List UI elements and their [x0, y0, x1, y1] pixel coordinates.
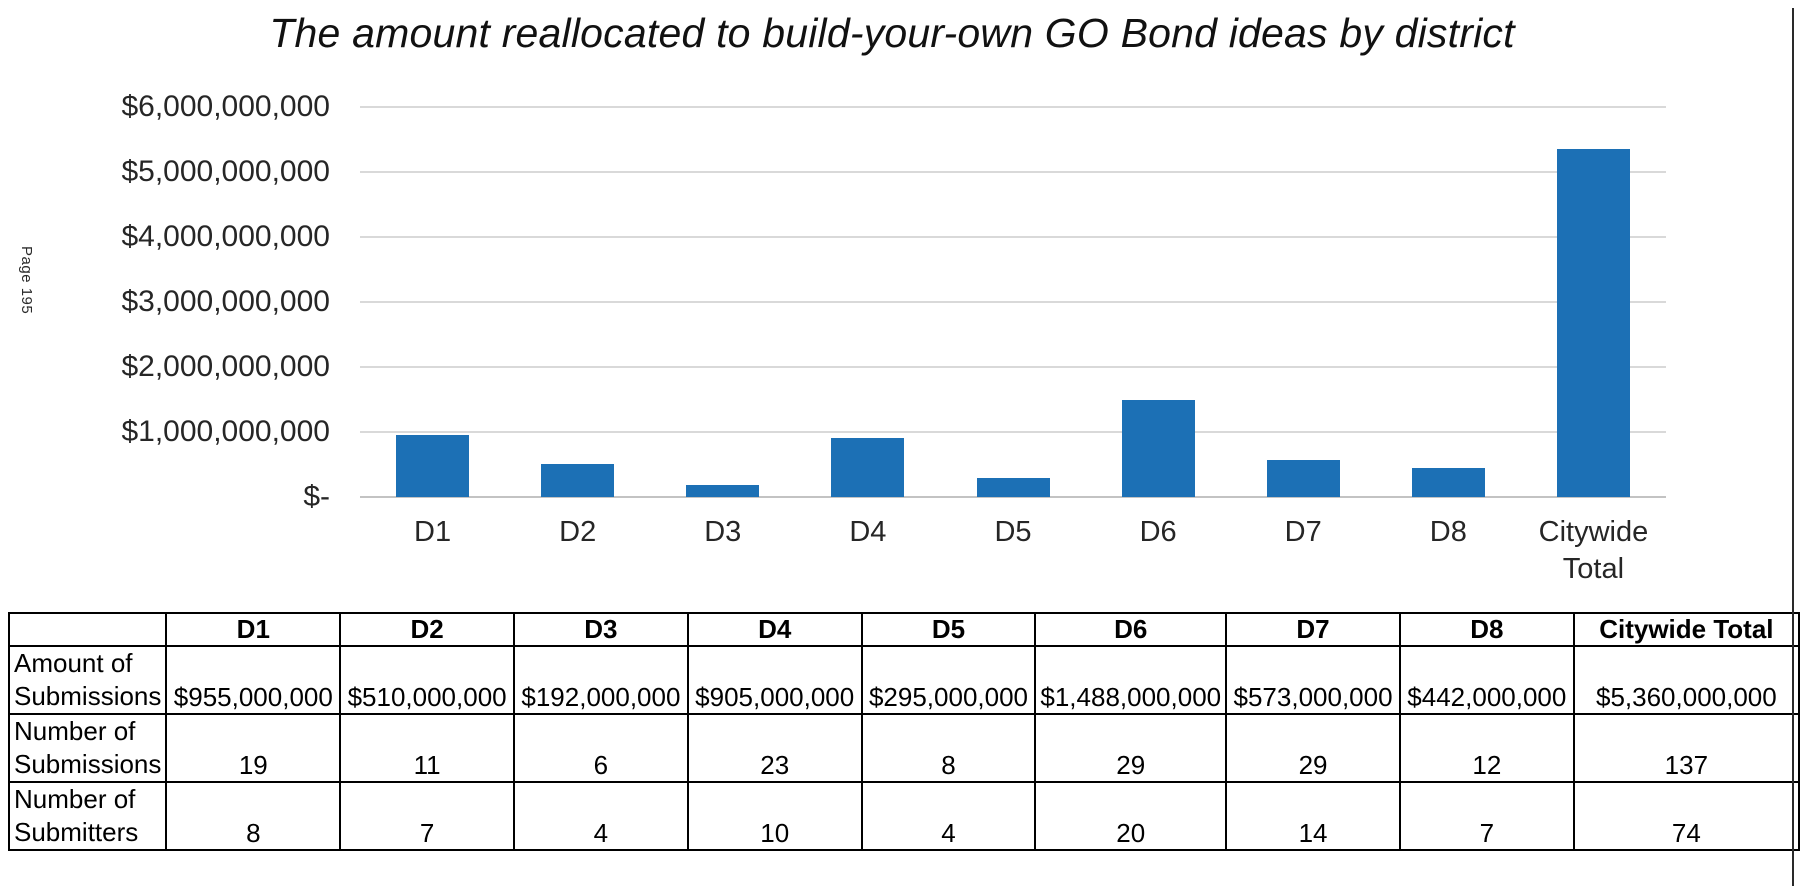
table-cell: $955,000,000 — [165, 645, 342, 715]
table-cell: 20 — [1034, 781, 1228, 851]
table-cell: 7 — [339, 781, 515, 851]
table-row-label: Amount of Submissions — [7, 645, 168, 715]
table-row: Number of Submitters 8 7 4 10 4 20 14 7 74 — [7, 781, 1800, 851]
table-corner-cell — [7, 612, 168, 647]
bar-d4 — [831, 438, 905, 497]
table-column-header: D8 — [1398, 612, 1575, 647]
page-edge-line — [1792, 8, 1794, 886]
x-axis-category-label: D1 — [414, 516, 452, 548]
x-axis-category-label: D7 — [1284, 516, 1322, 548]
table-row-label: Number of Submissions — [7, 713, 168, 783]
table-cell: 29 — [1034, 713, 1228, 783]
table-cell: 7 — [1398, 781, 1575, 851]
bar-d8 — [1411, 468, 1485, 497]
x-axis-category-label: D6 — [1139, 516, 1177, 548]
table-cell: $510,000,000 — [339, 645, 515, 715]
bar-d5 — [976, 477, 1050, 497]
table-column-header: D2 — [339, 612, 515, 647]
data-table: D1 D2 D3 D4 D5 D6 D7 D8 Citywide Total Amount of … — [7, 612, 1800, 851]
table-cell: 11 — [339, 713, 515, 783]
table-cell: 74 — [1572, 781, 1800, 851]
bar-chart: $6,000,000,000 $5,000,000,000 $4,000,000,0… — [121, 90, 1666, 585]
table-cell: 137 — [1572, 713, 1800, 783]
table-cell: 14 — [1225, 781, 1401, 851]
gridline — [360, 171, 1666, 173]
table-column-header: D4 — [686, 612, 863, 647]
x-axis-category-label: D8 — [1429, 516, 1467, 548]
y-axis-tick-label: $2,000,000,000 — [121, 350, 330, 383]
table-cell: 29 — [1225, 713, 1401, 783]
table-column-header: D5 — [860, 612, 1037, 647]
table-cell: $442,000,000 — [1398, 645, 1575, 715]
page-number-label: Page 195 — [18, 246, 35, 315]
bar-d1 — [396, 434, 470, 497]
table-cell: $192,000,000 — [513, 645, 689, 715]
gridline — [360, 431, 1666, 433]
table-column-header: D6 — [1034, 612, 1228, 647]
table-column-header: D7 — [1225, 612, 1401, 647]
bar-d3 — [686, 484, 760, 497]
summary-table: D1 D2 D3 D4 D5 D6 D7 D8 Citywide Total Amount of … — [7, 612, 1800, 851]
table-cell: $573,000,000 — [1225, 645, 1401, 715]
y-axis-tick-label: $- — [303, 480, 330, 513]
x-axis-category-label: D5 — [994, 516, 1032, 548]
table-cell: $905,000,000 — [686, 645, 863, 715]
y-axis-tick-label: $5,000,000,000 — [121, 155, 330, 188]
x-axis-category-label: D3 — [704, 516, 742, 548]
gridline — [360, 236, 1666, 238]
bar-d2 — [541, 463, 615, 497]
bar-d6 — [1121, 400, 1195, 497]
table-cell: 8 — [860, 713, 1037, 783]
x-axis-line — [360, 496, 1666, 498]
table-cell: 10 — [686, 781, 863, 851]
table-column-header: Citywide Total — [1572, 612, 1800, 647]
table-cell: 8 — [165, 781, 342, 851]
bar-citywide-total — [1556, 148, 1630, 497]
table-column-header: D1 — [165, 612, 342, 647]
x-axis-category-label: D4 — [849, 516, 887, 548]
table-row-label: Number of Submitters — [7, 781, 168, 851]
table-row: Amount of Submissions $955,000,000 $510,00… — [7, 645, 1800, 715]
gridline — [360, 301, 1666, 303]
table-cell: 4 — [513, 781, 689, 851]
gridline — [360, 366, 1666, 368]
table-row: Number of Submissions 19 11 6 23 8 29 29 12 137 — [7, 713, 1800, 783]
gridline — [360, 106, 1666, 108]
x-axis-category-label: D2 — [559, 516, 597, 548]
y-axis-tick-label: $3,000,000,000 — [121, 285, 330, 318]
table-column-header: D3 — [513, 612, 689, 647]
y-axis-tick-label: $4,000,000,000 — [121, 220, 330, 253]
table-cell: 12 — [1398, 713, 1575, 783]
table-cell: 23 — [686, 713, 863, 783]
table-cell: $295,000,000 — [860, 645, 1037, 715]
table-cell: 4 — [860, 781, 1037, 851]
x-axis-category-label: Citywide Total — [1538, 516, 1649, 585]
y-axis-tick-label: $1,000,000,000 — [121, 415, 330, 448]
table-cell: $5,360,000,000 — [1572, 645, 1800, 715]
table-cell: 19 — [165, 713, 342, 783]
y-axis-tick-label: $6,000,000,000 — [121, 90, 330, 123]
bar-d7 — [1266, 459, 1340, 497]
table-cell: 6 — [513, 713, 689, 783]
table-cell: $1,488,000,000 — [1034, 645, 1228, 715]
chart-title: The amount reallocated to build-your-own… — [269, 10, 1515, 56]
